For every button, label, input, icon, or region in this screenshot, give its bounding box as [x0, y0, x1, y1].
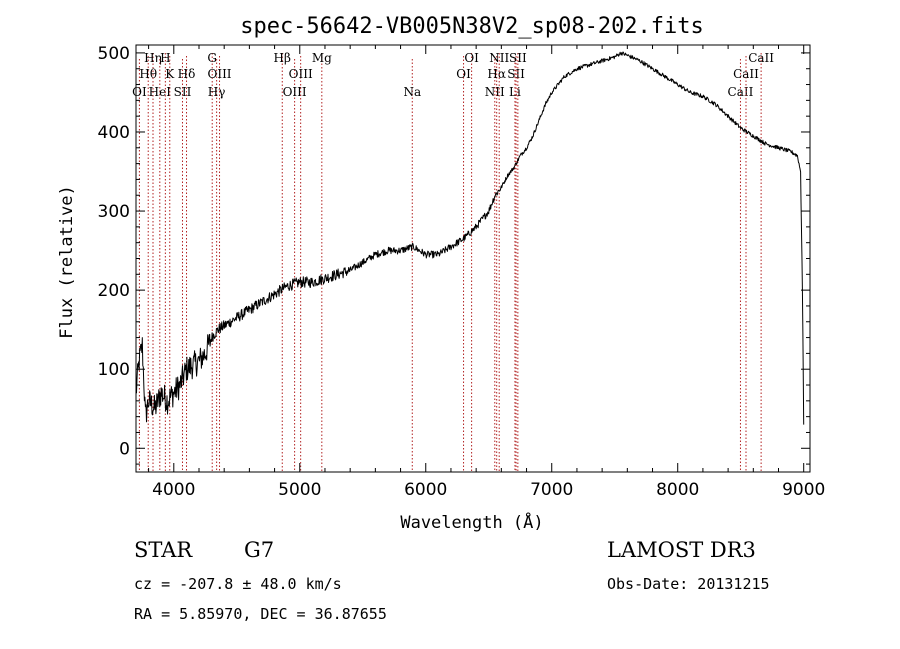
spectral-line-label: K — [165, 67, 175, 81]
series-flux-line — [135, 51, 805, 425]
spectral-line-label: Hβ — [274, 51, 291, 65]
spectral-line-label: Hγ — [208, 85, 226, 99]
ra-dec: RA = 5.85970, DEC = 36.87655 — [134, 605, 387, 623]
spectral-line-label: Mg — [312, 51, 332, 65]
x-tick-label: 4000 — [152, 480, 195, 500]
obs-date: Obs-Date: 20131215 — [607, 575, 770, 593]
spectral-line-label: Hη — [144, 51, 162, 65]
plot-frame — [135, 44, 811, 473]
x-tick-label: 9000 — [782, 480, 825, 500]
spectral-line-label: Hδ — [178, 67, 196, 81]
spectral-line-label: SII — [174, 85, 192, 99]
spectral-line-label: OIII — [283, 85, 307, 99]
x-tick-label: 5000 — [278, 480, 321, 500]
redshift-cz: cz = -207.8 ± 48.0 km/s — [134, 575, 342, 593]
spectral-line-label: CaII — [733, 67, 759, 81]
x-tick-label: 8000 — [656, 480, 699, 500]
spectral-line-label: Hθ — [139, 67, 157, 81]
spectral-line-label: Hα — [487, 67, 506, 81]
y-tick-label: 300 — [98, 202, 130, 222]
y-tick-label: 200 — [98, 281, 130, 301]
axis-ticks: 4000 5000 6000 7000 8000 9000 0 100 200 300 400 500 — [98, 44, 826, 500]
spectral-line-label: OI — [464, 51, 479, 65]
object-subclass: G7 — [244, 538, 275, 562]
spectral-line-label: SII — [507, 67, 525, 81]
x-axis-label: Wavelength (Å) — [400, 511, 543, 533]
spectral-line-label: SII — [509, 51, 527, 65]
x-tick-label: 7000 — [530, 480, 573, 500]
spectral-line-label: HeI — [149, 85, 172, 99]
spectral-line-label: NII — [485, 85, 505, 99]
object-class: STAR — [134, 538, 193, 562]
survey-name: LAMOST DR3 — [607, 538, 756, 562]
spectral-line-label: Li — [509, 85, 521, 99]
spectral-line-label: CaII — [748, 51, 774, 65]
chart-title: spec-56642-VB005N38V2_sp08-202.fits — [240, 14, 704, 39]
spectral-line-label: OI — [132, 85, 147, 99]
spectral-line-label: Na — [403, 85, 421, 99]
spectral-line-label: OIII — [207, 67, 231, 81]
y-tick-label: 500 — [98, 44, 130, 64]
spectral-line-markers: OI Hθ Hη HeI HK SII Hδ G Hγ OIII Hβ OIII OIII Mg Na OI O… — [132, 51, 774, 472]
y-tick-label: 0 — [119, 439, 130, 459]
y-tick-label: 100 — [98, 360, 130, 380]
y-tick-label: 400 — [98, 123, 130, 143]
spectral-line-label: NII — [489, 51, 509, 65]
spectral-line-label: G — [207, 51, 217, 65]
x-tick-label: 6000 — [404, 480, 447, 500]
spectral-line-label: H — [160, 51, 170, 65]
spectral-line-label: OIII — [289, 67, 313, 81]
y-axis-label: Flux (relative) — [57, 185, 77, 339]
spectral-line-label: CaII — [728, 85, 754, 99]
spectral-line-label: OI — [456, 67, 471, 81]
